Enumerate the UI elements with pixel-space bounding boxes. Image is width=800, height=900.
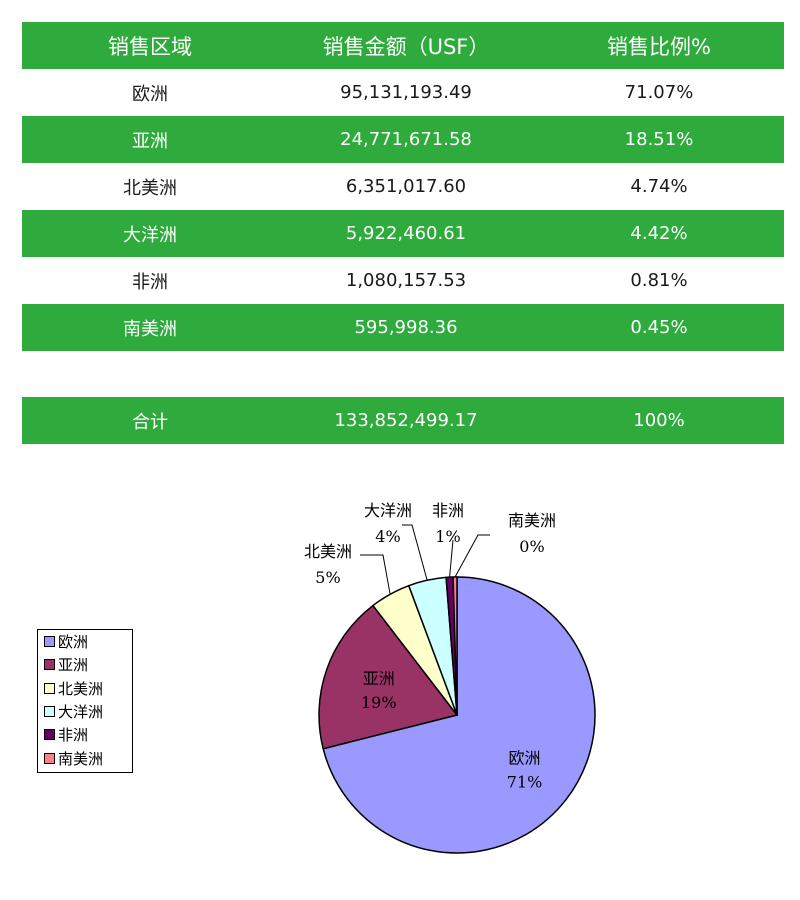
legend-item: 大洋洲 xyxy=(38,700,132,723)
slice-label-category: 南美洲 xyxy=(508,511,556,530)
table-row: 亚洲 24,771,671.58 18.51% xyxy=(22,116,784,163)
legend-item: 北美洲 xyxy=(38,677,132,700)
slice-label-value: 1% xyxy=(435,527,460,546)
legend-label: 亚洲 xyxy=(58,656,89,675)
cell-ratio: 4.42% xyxy=(630,223,688,244)
header-ratio: 销售比例% xyxy=(607,34,711,59)
cell-region: 亚洲 xyxy=(132,130,168,152)
cell-ratio: 0.45% xyxy=(630,317,688,338)
total-ratio: 100% xyxy=(633,410,685,431)
slice-label-category: 非洲 xyxy=(432,501,464,520)
table-row: 北美洲 6,351,017.60 4.74% xyxy=(22,163,784,210)
legend-swatch xyxy=(44,636,55,648)
legend-label: 北美洲 xyxy=(58,679,104,698)
cell-amount: 95,131,193.49 xyxy=(340,82,472,103)
pie-slice xyxy=(318,604,459,750)
slice-label-category: 大洋洲 xyxy=(364,501,412,520)
legend-swatch xyxy=(44,752,55,764)
legend-label: 南美洲 xyxy=(58,749,104,768)
cell-region: 北美洲 xyxy=(123,177,177,199)
legend-swatch xyxy=(44,729,55,741)
sales-table: 销售区域 销售金额（USF） 销售比例% 欧洲 95,131,193.49 71… xyxy=(22,22,784,351)
leader-line xyxy=(454,534,490,578)
slice-label-category: 北美洲 xyxy=(304,542,352,561)
cell-ratio: 0.81% xyxy=(630,270,688,291)
total-row: 合计 133,852,499.17 100% xyxy=(22,397,784,444)
leader-line xyxy=(402,524,428,581)
slice-label-value: 5% xyxy=(315,568,340,587)
cell-amount: 24,771,671.58 xyxy=(340,129,472,150)
cell-ratio: 18.51% xyxy=(624,129,694,150)
table-row: 大洋洲 5,922,460.61 4.42% xyxy=(22,210,784,257)
cell-amount: 6,351,017.60 xyxy=(345,176,467,197)
cell-region: 南美洲 xyxy=(123,318,177,340)
legend-label: 非洲 xyxy=(58,726,89,745)
cell-region: 非洲 xyxy=(132,271,168,293)
header-amount: 销售金额（USF） xyxy=(322,34,490,59)
total-label: 合计 xyxy=(132,411,168,433)
slice-label-value: 71% xyxy=(507,773,543,792)
legend-item: 南美洲 xyxy=(38,746,132,769)
chart-legend: 欧洲亚洲北美洲大洋洲非洲南美洲 xyxy=(37,629,133,773)
legend-item: 欧洲 xyxy=(38,630,132,653)
cell-amount: 595,998.36 xyxy=(354,317,458,338)
pie-slice xyxy=(322,576,596,854)
cell-region: 欧洲 xyxy=(132,83,168,105)
header-region: 销售区域 xyxy=(108,34,192,59)
cell-amount: 5,922,460.61 xyxy=(345,223,467,244)
cell-ratio: 4.74% xyxy=(630,176,688,197)
legend-swatch xyxy=(44,706,55,718)
slice-label-value: 19% xyxy=(361,693,397,712)
table-row: 非洲 1,080,157.53 0.81% xyxy=(22,257,784,304)
slice-label-value: 4% xyxy=(375,527,400,546)
table-row: 南美洲 595,998.36 0.45% xyxy=(22,304,784,351)
slice-label-category: 欧洲 xyxy=(508,749,540,768)
slice-label-category: 亚洲 xyxy=(363,669,395,688)
legend-item: 亚洲 xyxy=(38,653,132,676)
total-amount: 133,852,499.17 xyxy=(334,410,478,431)
cell-amount: 1,080,157.53 xyxy=(345,270,467,291)
legend-swatch xyxy=(44,682,55,694)
leader-line xyxy=(449,539,454,578)
leader-line xyxy=(360,554,391,595)
legend-label: 大洋洲 xyxy=(58,703,104,722)
cell-region: 大洋洲 xyxy=(123,224,177,246)
legend-swatch xyxy=(44,659,55,671)
cell-ratio: 71.07% xyxy=(624,82,694,103)
legend-label: 欧洲 xyxy=(58,633,89,652)
table-row: 欧洲 95,131,193.49 71.07% xyxy=(22,69,784,116)
table-header-row: 销售区域 销售金额（USF） 销售比例% xyxy=(22,22,784,69)
slice-label-value: 0% xyxy=(519,537,544,556)
total-table: 合计 133,852,499.17 100% xyxy=(22,397,784,444)
legend-item: 非洲 xyxy=(38,723,132,746)
